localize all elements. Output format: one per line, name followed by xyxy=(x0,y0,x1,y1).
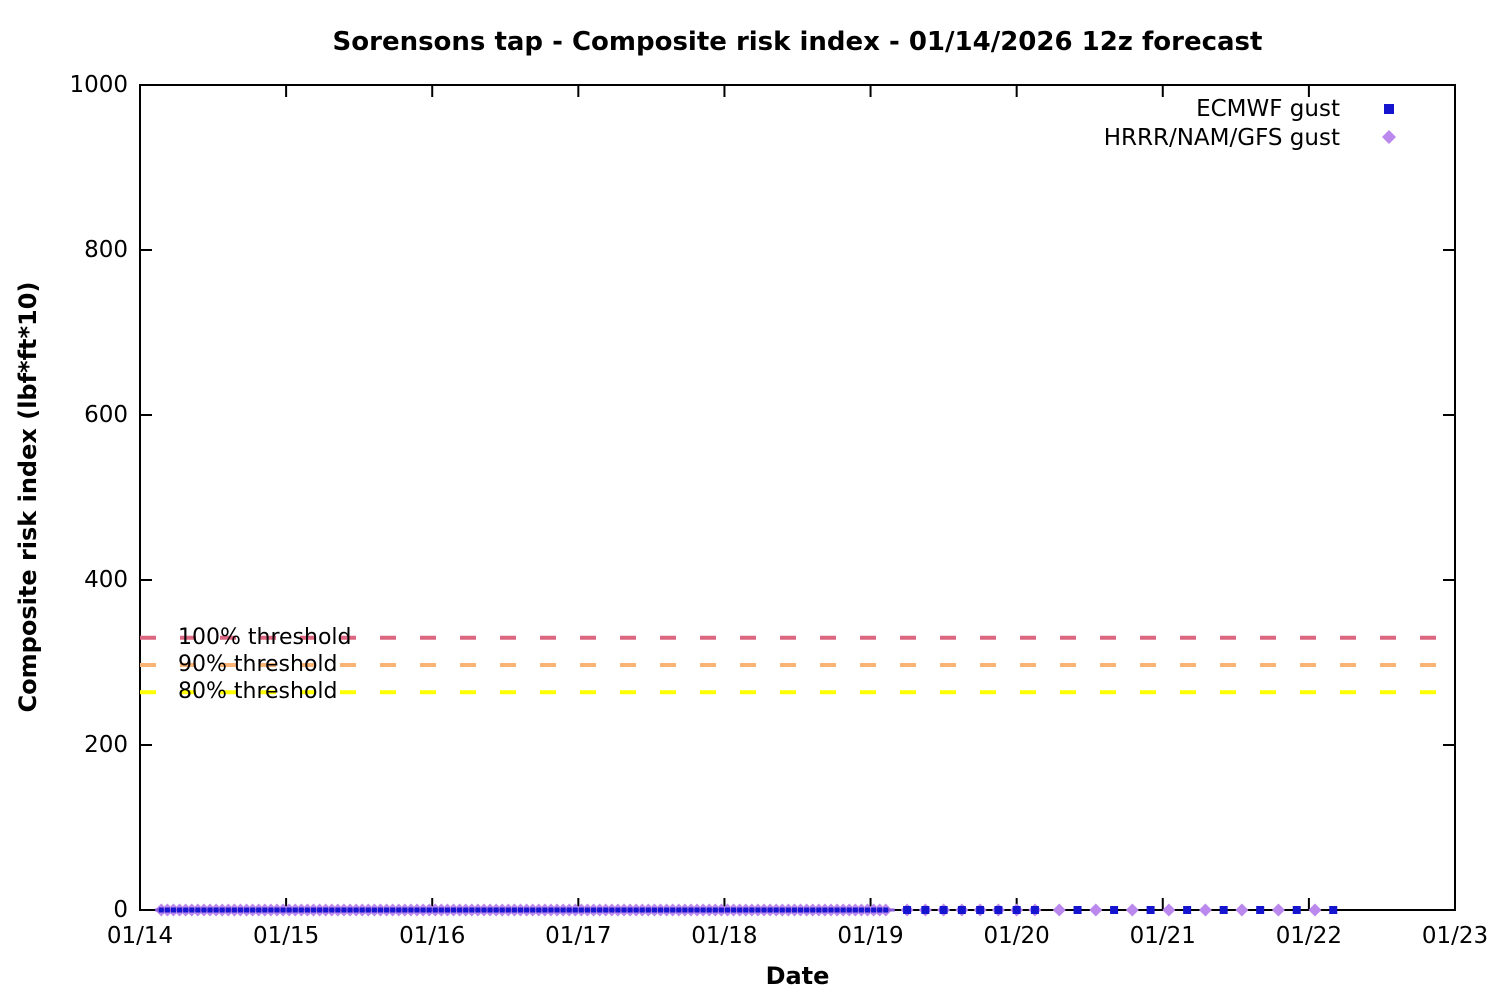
threshold-label-80: 80% threshold xyxy=(178,679,338,705)
series-hrrr-nam-gfs-markers xyxy=(154,903,1322,917)
x-axis-title: Date xyxy=(765,962,830,990)
legend-square-marker xyxy=(1384,104,1394,114)
x-tick-label: 01/18 xyxy=(691,923,758,949)
x-tick-label: 01/22 xyxy=(1275,923,1343,949)
legend-label-hrrr-nam-gfs: HRRR/NAM/GFS gust xyxy=(1103,125,1340,151)
x-tick-label: 01/23 xyxy=(1421,923,1489,949)
x-tick-label: 01/19 xyxy=(837,923,904,949)
y-axis-title: Composite risk index (lbf*ft*10) xyxy=(14,281,42,713)
threshold-label-90: 90% threshold xyxy=(178,651,338,677)
legend-label-ecmwf: ECMWF gust xyxy=(1196,96,1340,122)
y-tick-label: 0 xyxy=(113,897,128,923)
x-tick-label: 01/21 xyxy=(1129,923,1196,949)
axis-ticks xyxy=(139,84,1456,911)
x-tick-label: 01/14 xyxy=(106,923,174,949)
y-tick-label: 600 xyxy=(84,402,128,428)
y-tick-label: 1000 xyxy=(69,72,128,98)
legend-diamond-marker xyxy=(1382,130,1396,144)
x-tick-label: 01/17 xyxy=(545,923,612,949)
x-tick-label: 01/15 xyxy=(252,923,320,949)
y-tick-label: 800 xyxy=(84,237,128,263)
series-ecmwf-markers xyxy=(158,906,1338,914)
plot-border xyxy=(139,84,1456,911)
chart-title: Sorensons tap - Composite risk index - 0… xyxy=(332,27,1263,57)
x-tick-label: 01/16 xyxy=(399,923,466,949)
x-tick-label: 01/20 xyxy=(983,923,1050,949)
y-tick-label: 400 xyxy=(84,567,128,593)
y-tick-label: 200 xyxy=(84,732,128,758)
threshold-label-100: 100% threshold xyxy=(178,624,352,650)
